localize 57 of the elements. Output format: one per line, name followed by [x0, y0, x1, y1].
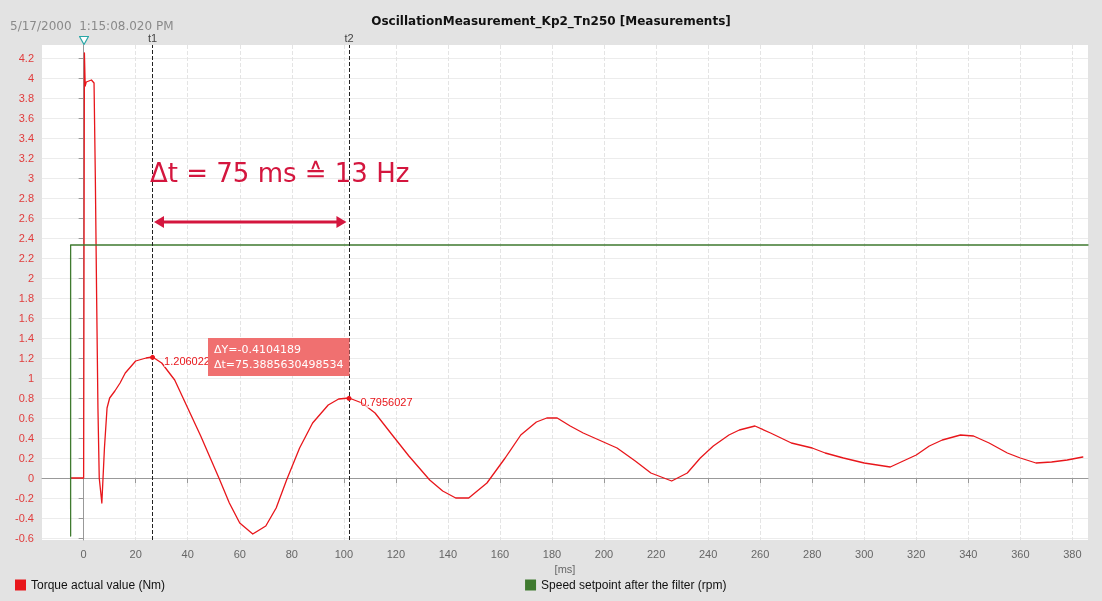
chart-title: OscillationMeasurement_Kp2_Tn250 [Measurements] [371, 14, 731, 29]
x-tick-label: 280 [803, 547, 822, 560]
y-tick-label: 2.2 [18, 252, 34, 264]
y-tick-label: 1 [27, 372, 34, 384]
ref-line-label: t1 [147, 31, 158, 44]
y-tick-label: 0.6 [18, 412, 34, 424]
x-tick-label: 380 [1063, 547, 1082, 560]
y-tick-label: 4.2 [18, 52, 34, 64]
y-tick-label: 3.8 [18, 92, 34, 104]
x-tick-label: 20 [129, 547, 142, 560]
x-tick-label: 120 [386, 547, 406, 560]
line-series [69, 52, 1084, 535]
y-tick-label: 1.8 [18, 292, 34, 304]
y-tick-label: 0.8 [18, 392, 34, 404]
x-tick-label: 40 [181, 547, 194, 560]
x-tick-label: 140 [438, 547, 458, 560]
ref-line-label: t2 [344, 31, 354, 44]
y-tick-label: 4 [27, 72, 34, 84]
y-tick-label: 2.8 [18, 192, 34, 204]
y-tick-label: 1.6 [18, 312, 34, 324]
y-tick-label: 3.2 [18, 152, 34, 164]
legend-label: Speed setpoint after the filter (rpm) [541, 578, 727, 592]
x-tick-label: 180 [542, 547, 562, 560]
x-tick-label: 60 [233, 547, 246, 560]
x-tick-label: 100 [334, 547, 354, 560]
y-tick-label: -0.2 [15, 492, 34, 504]
x-tick-label: 320 [907, 547, 926, 560]
y-tick-label: 1.4 [18, 332, 34, 344]
x-tick-label: 360 [1011, 547, 1030, 560]
annotation: 0.7956027 [360, 396, 413, 409]
y-tick-label: -0.6 [15, 532, 34, 544]
y-tick-label: 3 [27, 172, 34, 184]
x-tick-label: 240 [698, 547, 718, 560]
y-tick-label: 0.2 [18, 452, 34, 464]
x-tick-label: 220 [646, 547, 666, 560]
y-tick-label: 0 [27, 472, 34, 484]
y-tick-label: -0.4 [15, 512, 34, 524]
x-tick-label: 340 [959, 547, 978, 560]
legend-label: Torque actual value (Nm) [31, 578, 166, 592]
x-tick-label: 260 [750, 547, 770, 560]
x-axis-title: [ms] [554, 563, 576, 576]
annotation: ΔY=-0.4104189 Δt=75.3885630498534 [214, 343, 344, 371]
annotation: 1.206022 [164, 355, 210, 368]
x-tick-label: 0 [80, 547, 87, 560]
y-tick-label: 2.4 [18, 232, 34, 244]
x-tick-label: 300 [855, 547, 874, 560]
x-tick-label: 80 [285, 547, 298, 560]
y-tick-label: 1.2 [18, 352, 34, 364]
y-tick-label: 2.6 [18, 212, 34, 224]
x-tick-label: 200 [594, 547, 614, 560]
annotation: Δt = 75 ms ≙ 13 Hz [150, 158, 410, 188]
y-tick-label: 3.6 [18, 112, 34, 124]
text: 5/17/2000 1:15:08.020 PM [10, 19, 174, 33]
y-tick-label: 2 [27, 272, 34, 284]
x-tick-label: 160 [490, 547, 510, 560]
y-tick-label: 3.4 [18, 132, 34, 144]
y-tick-label: 0.4 [18, 432, 34, 444]
